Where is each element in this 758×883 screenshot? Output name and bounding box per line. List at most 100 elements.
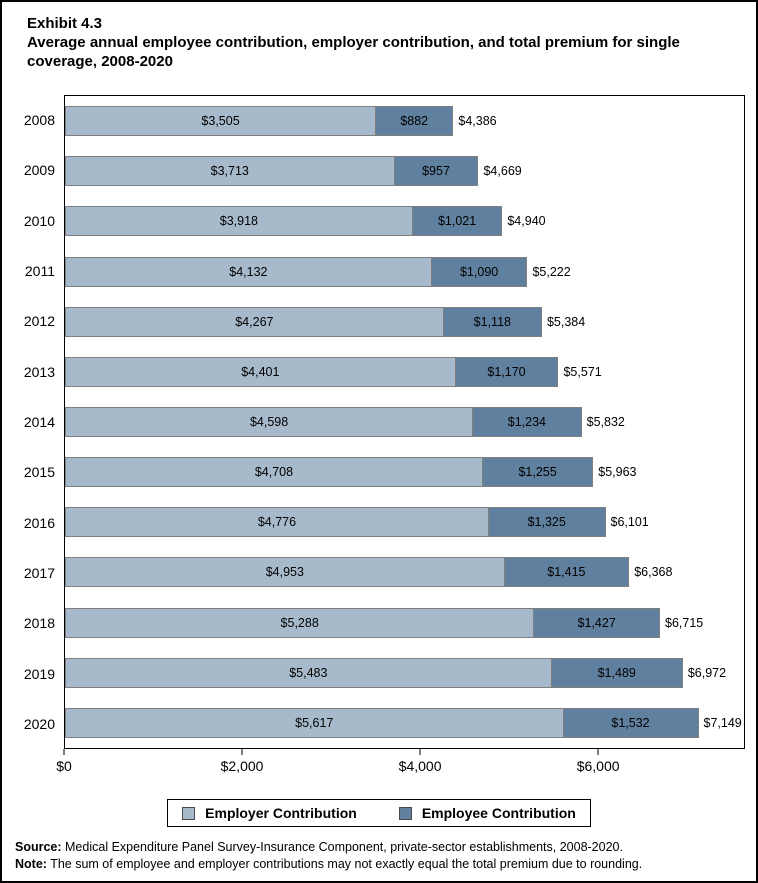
footer-notes: Source: Medical Expenditure Panel Survey… xyxy=(15,839,756,873)
employer-segment: $4,708 xyxy=(65,457,483,488)
employee-swatch-icon xyxy=(398,806,412,820)
employer-segment: $4,267 xyxy=(65,306,444,337)
employer-segment: $3,505 xyxy=(65,106,377,137)
bar-row: $4,953 $1,415 $6,368 xyxy=(65,547,744,597)
legend-label-employer: Employer Contribution xyxy=(205,805,357,821)
bar-row: $3,713 $957 $4,669 xyxy=(65,146,744,196)
total-premium-label: $4,940 xyxy=(507,214,546,229)
year-label: 2019 xyxy=(23,665,55,682)
year-label: 2015 xyxy=(23,464,55,481)
bar-row: $4,776 $1,325 $6,101 xyxy=(65,497,744,547)
stacked-bar: $3,505 $882 $4,386 xyxy=(65,106,744,137)
stacked-bar: $4,401 $1,170 $5,571 xyxy=(65,356,744,387)
bar-row: $4,401 $1,170 $5,571 xyxy=(65,347,744,397)
bar-row: $4,267 $1,118 $5,384 xyxy=(65,297,744,347)
chart-title: Average annual employee contribution, em… xyxy=(27,34,680,70)
bar-row: $4,598 $1,234 $5,832 xyxy=(65,397,744,447)
stacked-bar: $4,953 $1,415 $6,368 xyxy=(65,557,744,588)
chart-title-block: Exhibit 4.3 Average annual employee cont… xyxy=(27,14,727,71)
bar-row: $5,288 $1,427 $6,715 xyxy=(65,598,744,648)
employer-segment: $4,401 xyxy=(65,356,456,387)
stacked-bar: $4,708 $1,255 $5,963 xyxy=(65,457,744,488)
year-label: 2016 xyxy=(23,514,55,531)
bar-row: $4,132 $1,090 $5,222 xyxy=(65,246,744,296)
year-label: 2008 xyxy=(23,112,55,129)
total-premium-label: $5,222 xyxy=(532,264,571,279)
legend-item-employer: Employer Contribution xyxy=(182,805,357,821)
axis-tick xyxy=(419,749,421,755)
employer-segment: $4,776 xyxy=(65,507,489,538)
stacked-bar: $4,598 $1,234 $5,832 xyxy=(65,407,744,438)
year-label: 2017 xyxy=(23,564,55,581)
axis-tick xyxy=(597,749,599,755)
stacked-bar: $3,713 $957 $4,669 xyxy=(65,156,744,187)
x-axis: $0 $2,000 $4,000 $6,000 xyxy=(56,749,745,779)
employee-segment: $1,489 xyxy=(550,657,683,688)
bar-row: $3,505 $882 $4,386 xyxy=(65,96,744,146)
axis-tick-label: $2,000 xyxy=(220,758,264,774)
year-label: 2012 xyxy=(23,313,55,330)
employee-segment: $1,427 xyxy=(533,607,660,638)
note-text: The sum of employee and employer contrib… xyxy=(46,857,643,871)
total-premium-label: $5,832 xyxy=(586,415,625,430)
employer-segment: $5,617 xyxy=(65,707,564,738)
total-premium-label: $4,669 xyxy=(483,164,522,179)
total-premium-label: $7,149 xyxy=(703,715,742,730)
employee-segment: $882 xyxy=(375,106,454,137)
bar-row: $4,708 $1,255 $5,963 xyxy=(65,447,744,497)
legend: Employer Contribution Employee Contribut… xyxy=(167,799,591,827)
bar-row: $3,918 $1,021 $4,940 xyxy=(65,196,744,246)
total-premium-label: $6,368 xyxy=(634,565,673,580)
note-line: Note: The sum of employee and employer c… xyxy=(15,856,756,873)
plot-area: $3,505 $882 $4,386 $3,713 $957 $4,669 $3,918 $1… xyxy=(64,95,745,749)
exhibit-number: Exhibit 4.3 xyxy=(27,15,103,32)
bar-row: $5,617 $1,532 $7,149 xyxy=(65,698,744,748)
stacked-bar: $4,132 $1,090 $5,222 xyxy=(65,256,744,287)
total-premium-label: $4,386 xyxy=(458,114,497,129)
employee-segment: $1,532 xyxy=(562,707,699,738)
employer-segment: $3,918 xyxy=(65,206,413,237)
total-premium-label: $6,101 xyxy=(610,515,649,530)
legend-item-employee: Employee Contribution xyxy=(398,805,576,821)
employee-segment: $1,170 xyxy=(454,356,559,387)
stacked-bar: $3,918 $1,021 $4,940 xyxy=(65,206,744,237)
employer-segment: $4,598 xyxy=(65,407,474,438)
year-label: 2020 xyxy=(23,715,55,732)
axis-tick-label: $4,000 xyxy=(398,758,442,774)
year-label: 2014 xyxy=(23,414,55,431)
year-label: 2018 xyxy=(23,615,55,632)
year-label: 2011 xyxy=(24,263,55,280)
source-line: Source: Medical Expenditure Panel Survey… xyxy=(15,839,756,856)
total-premium-label: $5,571 xyxy=(563,364,602,379)
total-premium-label: $5,384 xyxy=(546,314,586,329)
employee-segment: $1,234 xyxy=(472,407,582,438)
employer-segment: $4,132 xyxy=(65,256,432,287)
axis-tick xyxy=(241,749,243,755)
stacked-bar: $4,267 $1,118 $5,384 xyxy=(65,306,744,337)
total-premium-label: $5,963 xyxy=(598,465,637,480)
employee-segment: $1,325 xyxy=(487,507,606,538)
stacked-bar: $5,288 $1,427 $6,715 xyxy=(65,607,744,638)
employee-segment: $957 xyxy=(393,156,479,187)
stacked-bar: $5,617 $1,532 $7,149 xyxy=(65,707,744,738)
source-text: Medical Expenditure Panel Survey-Insuran… xyxy=(61,840,623,854)
employee-segment: $1,255 xyxy=(481,457,594,488)
year-label: 2010 xyxy=(23,212,55,229)
employee-segment: $1,415 xyxy=(503,557,630,588)
year-label: 2013 xyxy=(23,363,55,380)
legend-label-employee: Employee Contribution xyxy=(421,805,576,821)
note-label: Note: xyxy=(15,857,47,871)
total-premium-label: $6,972 xyxy=(687,665,727,680)
employee-segment: $1,021 xyxy=(411,206,503,237)
employer-segment: $5,288 xyxy=(65,607,535,638)
y-axis-labels: 2008 2009 2010 2011 2012 2013 2014 2015 2016 2017… xyxy=(10,95,64,749)
year-label: 2009 xyxy=(23,162,55,179)
source-label: Source: xyxy=(15,840,62,854)
axis-tick-label: $0 xyxy=(56,758,72,774)
employer-swatch-icon xyxy=(182,806,196,820)
stacked-bar: $4,776 $1,325 $6,101 xyxy=(65,507,744,538)
total-premium-label: $6,715 xyxy=(665,615,704,630)
employer-segment: $4,953 xyxy=(65,557,505,588)
employer-segment: $5,483 xyxy=(65,657,552,688)
